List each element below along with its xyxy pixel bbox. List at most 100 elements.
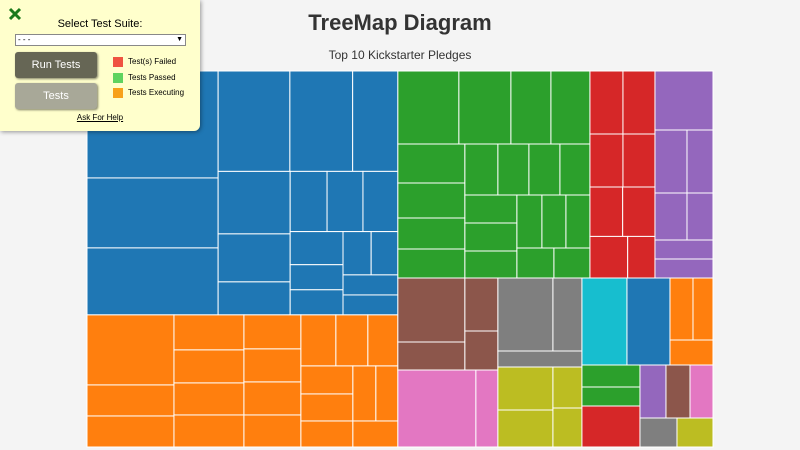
tile bbox=[589, 133, 624, 188]
tile bbox=[300, 365, 354, 395]
tile bbox=[497, 143, 530, 196]
tile bbox=[397, 70, 460, 145]
tile bbox=[86, 384, 175, 417]
tile bbox=[676, 417, 714, 448]
select-arrow: ▼ bbox=[176, 36, 183, 43]
tile bbox=[289, 231, 344, 266]
tile bbox=[397, 277, 466, 343]
legend-label: Test(s) Failed bbox=[128, 57, 177, 66]
tile bbox=[217, 170, 291, 235]
tile bbox=[397, 182, 466, 219]
tile bbox=[639, 417, 678, 448]
tile bbox=[589, 235, 629, 279]
tile bbox=[464, 194, 518, 224]
tile bbox=[528, 143, 561, 196]
tile bbox=[581, 364, 641, 388]
panel-heading: Select Test Suite: bbox=[57, 18, 143, 30]
tile bbox=[289, 264, 344, 291]
tile bbox=[243, 414, 302, 448]
tests-button[interactable]: Tests bbox=[15, 83, 97, 109]
tile bbox=[550, 70, 591, 145]
tile bbox=[217, 233, 291, 283]
tile bbox=[552, 366, 583, 409]
tile bbox=[464, 222, 518, 252]
tile bbox=[464, 250, 518, 279]
tile bbox=[654, 239, 714, 260]
tile bbox=[342, 294, 399, 316]
tile bbox=[622, 70, 656, 135]
tile bbox=[516, 194, 543, 249]
tile bbox=[342, 274, 399, 296]
tile bbox=[589, 186, 624, 237]
test-panel: Select Test Suite: - - - ▼ Run Tests Test… bbox=[0, 0, 200, 131]
select-option: - - - bbox=[18, 35, 31, 44]
tile bbox=[686, 192, 714, 241]
run-button[interactable]: Run Tests bbox=[15, 52, 97, 78]
tile bbox=[559, 143, 591, 196]
chart-title: TreeMap Diagram bbox=[308, 10, 492, 35]
tile bbox=[300, 314, 337, 367]
tile bbox=[589, 70, 624, 135]
test-select[interactable]: - - - ▼ bbox=[15, 34, 186, 46]
tile bbox=[464, 277, 499, 332]
tile bbox=[626, 277, 671, 366]
legend-swatch bbox=[113, 57, 123, 67]
tile bbox=[326, 170, 364, 233]
tile bbox=[654, 70, 714, 131]
tile bbox=[510, 70, 552, 145]
tile bbox=[497, 277, 554, 352]
tile bbox=[622, 186, 656, 237]
help-link[interactable]: Ask For Help bbox=[76, 113, 124, 122]
tile bbox=[639, 364, 667, 419]
tile bbox=[565, 194, 591, 249]
tile bbox=[86, 314, 175, 386]
tile bbox=[352, 70, 399, 172]
tile bbox=[243, 348, 302, 383]
close-icon[interactable] bbox=[8, 7, 22, 21]
tile bbox=[686, 129, 714, 194]
tile bbox=[243, 314, 302, 350]
tile bbox=[541, 194, 567, 249]
tile bbox=[553, 247, 591, 279]
legend-item: Tests Executing bbox=[113, 88, 184, 98]
tile bbox=[581, 386, 641, 407]
tile bbox=[581, 277, 628, 366]
tile bbox=[464, 330, 499, 371]
legend-item: Test(s) Failed bbox=[113, 57, 176, 67]
legend-item: Tests Passed bbox=[113, 72, 176, 83]
tile bbox=[669, 277, 694, 341]
tile bbox=[300, 393, 354, 422]
tile bbox=[397, 369, 477, 448]
tile bbox=[173, 349, 245, 384]
tile bbox=[342, 231, 372, 276]
tile bbox=[352, 365, 377, 422]
tile bbox=[654, 192, 688, 241]
tile bbox=[217, 70, 291, 172]
tile bbox=[367, 314, 399, 367]
tile bbox=[689, 364, 714, 419]
tile bbox=[497, 350, 583, 368]
tile bbox=[669, 339, 714, 366]
tile bbox=[173, 314, 245, 351]
tile bbox=[497, 366, 554, 411]
tile bbox=[552, 407, 583, 448]
tile bbox=[86, 415, 175, 448]
tile bbox=[217, 281, 291, 316]
tile bbox=[300, 420, 354, 448]
tile bbox=[362, 170, 399, 233]
tile bbox=[654, 258, 714, 279]
tile bbox=[627, 235, 656, 279]
tile bbox=[622, 133, 656, 188]
legend-swatch bbox=[113, 88, 123, 98]
tile bbox=[397, 248, 466, 279]
tile bbox=[375, 365, 399, 422]
tile bbox=[173, 414, 245, 448]
legend-label: Tests Passed bbox=[128, 72, 176, 82]
legend-swatch bbox=[113, 72, 123, 83]
tile bbox=[370, 231, 399, 276]
tile bbox=[516, 247, 555, 279]
tile bbox=[464, 143, 499, 196]
tile bbox=[289, 289, 344, 316]
